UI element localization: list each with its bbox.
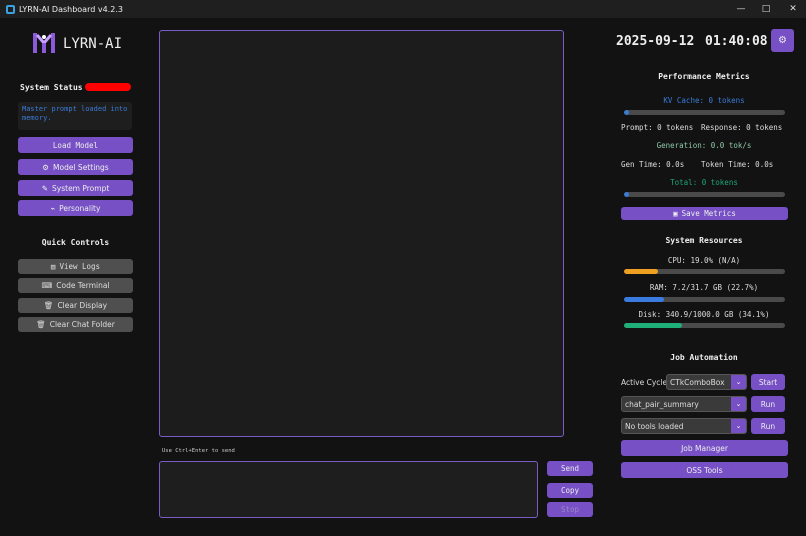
active-cycle-label: Active Cycle: bbox=[621, 378, 670, 387]
active-cycle-combo[interactable]: CTkComboBox ⌄ bbox=[666, 374, 747, 390]
gear-icon: ⚙ bbox=[42, 162, 50, 172]
status-indicator bbox=[85, 83, 131, 91]
code-terminal-button[interactable]: ⌨ Code Terminal bbox=[18, 278, 133, 293]
cpu-bar bbox=[624, 269, 785, 274]
load-model-button[interactable]: Load Model bbox=[18, 137, 133, 153]
run-job-button[interactable]: Run bbox=[751, 396, 785, 412]
quick-controls-title: Quick Controls bbox=[41, 238, 110, 247]
status-message: Master prompt loaded into memory. bbox=[18, 102, 132, 130]
clear-chat-folder-button[interactable]: 🗑 Clear Chat Folder bbox=[18, 317, 133, 332]
response-tokens: Response: 0 tokens bbox=[701, 123, 783, 132]
total-tokens-bar bbox=[624, 192, 785, 197]
view-logs-button[interactable]: ▤ View Logs bbox=[18, 259, 133, 274]
token-time: Token Time: 0.0s bbox=[701, 160, 774, 169]
personality-button[interactable]: ⌁ Personality bbox=[18, 200, 133, 216]
copy-button[interactable]: Copy bbox=[547, 483, 593, 498]
model-settings-button[interactable]: ⚙ Model Settings bbox=[18, 159, 133, 175]
cpu-label: CPU: 19.0% (N/A) bbox=[667, 256, 741, 265]
save-icon: ▣ bbox=[673, 209, 678, 218]
chevron-down-icon[interactable]: ⌄ bbox=[731, 419, 746, 433]
system-prompt-button[interactable]: ✎ System Prompt bbox=[18, 180, 133, 196]
disk-label: Disk: 340.9/1000.0 GB (34.1%) bbox=[638, 310, 770, 319]
job-automation-title: Job Automation bbox=[670, 353, 738, 362]
ram-bar bbox=[624, 297, 785, 302]
generation-rate: Generation: 0.0 tok/s bbox=[656, 141, 752, 150]
trash-icon: 🗑 bbox=[43, 301, 54, 310]
window-title: LYRN-AI Dashboard v4.2.3 bbox=[19, 4, 123, 14]
prompt-tokens: Prompt: 0 tokens bbox=[621, 123, 694, 132]
total-tokens: Total: 0 tokens bbox=[670, 178, 738, 187]
title-bar: LYRN-AI Dashboard v4.2.3 — □ ✕ bbox=[0, 0, 806, 18]
gear-icon: ⚙ bbox=[778, 35, 787, 46]
clear-display-button[interactable]: 🗑 Clear Display bbox=[18, 298, 133, 313]
chat-display[interactable] bbox=[159, 30, 564, 437]
close-button[interactable]: ✕ bbox=[789, 4, 797, 14]
minimize-button[interactable]: — bbox=[736, 4, 746, 14]
save-metrics-button[interactable]: ▣ Save Metrics bbox=[621, 207, 788, 220]
chevron-down-icon[interactable]: ⌄ bbox=[731, 397, 746, 411]
send-hint: Use Ctrl+Enter to send bbox=[162, 448, 235, 454]
system-resources-title: System Resources bbox=[665, 236, 743, 245]
app-icon bbox=[6, 4, 15, 14]
date-display: 2025-09-12 bbox=[616, 34, 695, 49]
disk-bar bbox=[624, 323, 785, 328]
message-input[interactable] bbox=[159, 461, 538, 518]
keyboard-icon: ⌨ bbox=[41, 281, 53, 290]
ram-label: RAM: 7.2/31.7 GB (22.7%) bbox=[649, 283, 759, 292]
logo bbox=[32, 31, 56, 55]
settings-button[interactable]: ⚙ bbox=[771, 29, 794, 52]
clipboard-icon: ▤ bbox=[50, 262, 56, 271]
system-status-label: System Status bbox=[20, 83, 83, 92]
chevron-down-icon[interactable]: ⌄ bbox=[731, 375, 746, 389]
run-tool-button[interactable]: Run bbox=[751, 418, 785, 434]
job-combo[interactable]: chat_pair_summary ⌄ bbox=[621, 396, 747, 412]
time-display: 01:40:08 bbox=[705, 34, 768, 49]
maximize-button[interactable]: □ bbox=[761, 4, 771, 14]
logo-text: LYRN-AI bbox=[63, 36, 123, 52]
stop-button[interactable]: Stop bbox=[547, 502, 593, 517]
oss-tools-button[interactable]: OSS Tools bbox=[621, 462, 788, 478]
kv-cache-bar bbox=[624, 110, 785, 115]
tools-combo[interactable]: No tools loaded ⌄ bbox=[621, 418, 747, 434]
tag-icon: ⌁ bbox=[50, 203, 56, 213]
document-edit-icon: ✎ bbox=[41, 183, 49, 193]
start-button[interactable]: Start bbox=[751, 374, 785, 390]
job-manager-button[interactable]: Job Manager bbox=[621, 440, 788, 456]
kv-cache-label: KV Cache: 0 tokens bbox=[663, 96, 745, 105]
send-button[interactable]: Send bbox=[547, 461, 593, 476]
gen-time: Gen Time: 0.0s bbox=[621, 160, 685, 169]
trash-icon: 🗑 bbox=[36, 320, 46, 329]
performance-metrics-title: Performance Metrics bbox=[658, 72, 750, 81]
